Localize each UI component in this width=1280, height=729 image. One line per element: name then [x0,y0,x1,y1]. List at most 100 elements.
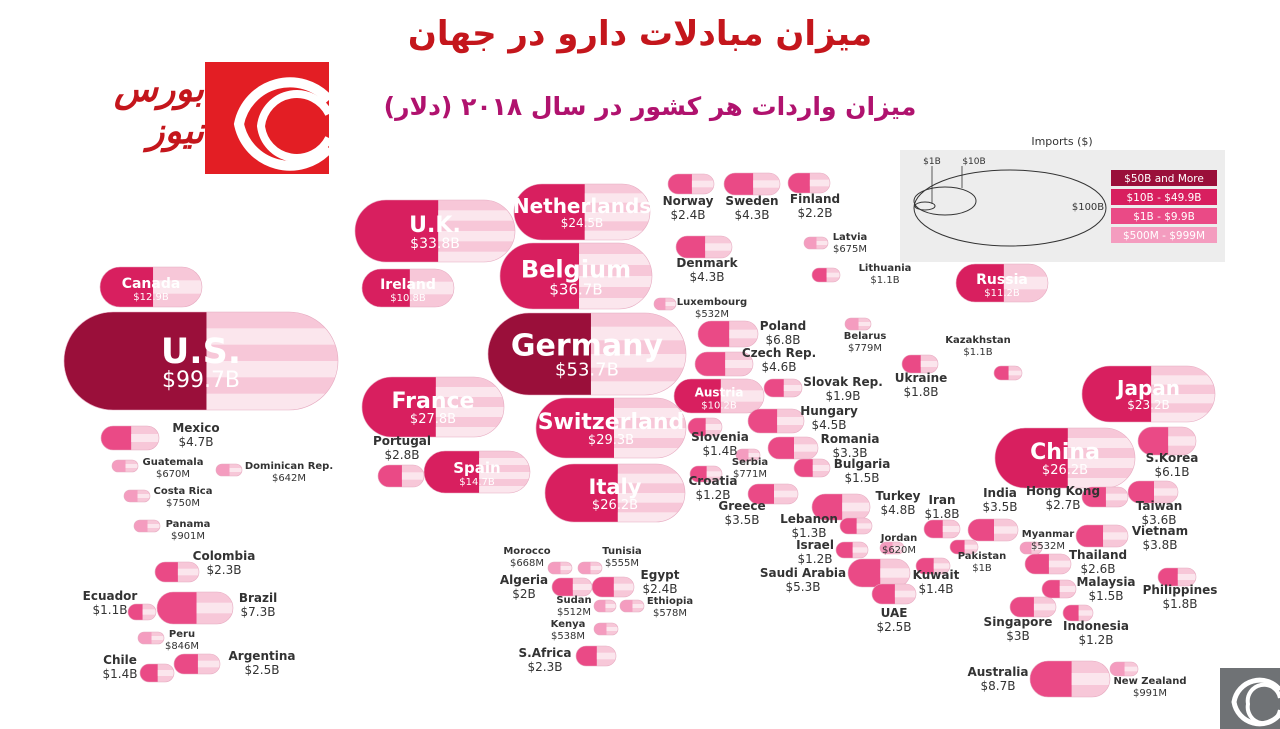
pill-hong-kong [1081,486,1129,508]
pill-japan [1081,365,1216,423]
pill-fill-kazakhstan [994,366,1009,380]
legend-tier-4: $500M - $999M [1123,230,1205,242]
value-dominican-rep: $642M [272,473,306,484]
label-uae: UAE [881,606,908,620]
pill-dominican-rep [215,463,243,477]
pill-peru [137,631,165,645]
pill-fill-latvia [804,237,817,249]
label-thailand: Thailand [1069,548,1127,562]
pill-fill-israel [836,542,853,558]
value-belarus: $779M [848,343,882,354]
pill-fill-u-s [64,312,207,410]
label-brazil: Brazil [239,591,277,605]
pill-fill-jordan [880,542,893,554]
label-s-korea: S.Korea [1146,451,1199,465]
value-ukraine: $1.8B [904,385,939,399]
page-subtitle: میزان واردات هر کشور در سال ۲۰۱۸ (دلار) [383,92,917,121]
value-lebanon: $1.3B [792,526,827,540]
pill-fill-switzerland [536,398,614,458]
label-netherlands: Netherlands [513,194,651,218]
label-japan: Japan [1115,376,1180,400]
value-australia: $8.7B [981,679,1016,693]
value-finland: $2.2B [798,206,833,220]
value-uae: $2.5B [877,620,912,634]
label-costa-rica: Costa Rica [154,486,213,497]
pill-fill-luxembourg [654,298,666,310]
label-portugal: Portugal [373,434,431,448]
value-portugal: $2.8B [385,448,420,462]
value-colombia: $2.3B [207,563,242,577]
pill-fill-sudan [594,600,606,612]
label-morocco: Morocco [503,546,550,557]
value-mexico: $4.7B [179,435,214,449]
legend-size-10b: $10B [962,157,985,167]
label-ethiopia: Ethiopia [647,596,693,607]
label-panama: Panama [166,519,211,530]
label-ireland: Ireland [380,277,436,293]
value-japan: $23.2B [1127,398,1170,412]
pill-fill-s-africa [576,646,597,666]
value-brazil: $7.3B [241,605,276,619]
pill-germany [487,312,687,396]
pill-latvia [803,236,829,250]
pill-singapore [1009,596,1057,618]
pill-fill-hungary [748,409,778,433]
value-guatemala: $670M [156,469,190,480]
pill-kazakhstan [993,365,1023,381]
value-turkey: $4.8B [881,503,916,517]
label-ecuador: Ecuador [83,589,138,603]
pill-kuwait [915,557,951,575]
value-chile: $1.4B [103,667,138,681]
pill-fill-slovak-rep [764,379,784,397]
value-romania: $3.3B [833,446,868,460]
label-u-k: U.K. [409,213,461,238]
pill-denmark [675,235,733,259]
value-peru: $846M [165,641,199,652]
country-labels: U.S.$99.7B Germany$53.7B Belgium$36.7B U.K.… [83,192,1218,699]
pill-fill-finland [788,173,810,193]
label-lithuania: Lithuania [859,263,912,274]
pill-fill-uae [872,584,895,604]
label-kenya: Kenya [551,619,586,630]
pill-italy [544,463,686,523]
pill-fill-kenya [594,623,607,635]
label-australia: Australia [967,665,1028,679]
pill-lebanon [839,517,873,535]
pill-turkey [811,493,871,521]
pill-fill-japan [1082,366,1152,422]
value-saudi-arabia: $5.3B [786,580,821,594]
label-ukraine: Ukraine [895,371,948,385]
pill-sudan [593,599,617,613]
pill-switzerland [535,397,687,459]
pill-s-africa [575,645,617,667]
value-s-africa: $2.3B [528,660,563,674]
pill-portugal [377,464,425,488]
value-tunisia: $555M [605,558,639,569]
pill-fill-greece [748,484,774,504]
value-vietnam: $3.8B [1143,538,1178,552]
pill-fill-norway [668,174,692,194]
pill-israel [835,541,869,559]
value-new-zealand: $991M [1133,688,1167,699]
legend-tier-1: $50B and More [1124,173,1204,185]
country-pills [63,172,1216,698]
value-ireland: $10.8B [390,293,426,304]
value-poland: $6.8B [766,333,801,347]
pill-slovak-rep [763,378,803,398]
label-dominican-rep: Dominican Rep. [245,461,333,472]
pill-tunisia [577,561,603,575]
label-austria: Austria [695,386,744,400]
label-belarus: Belarus [844,331,887,342]
value-canada: $12.9B [133,292,169,303]
label-slovak-rep: Slovak Rep. [803,375,883,389]
pill-kenya [593,622,619,636]
value-hong-kong: $2.7B [1046,498,1081,512]
pill-india [967,518,1019,542]
pill-fill-bulgaria [794,459,813,477]
pill-fill-austria [674,379,721,413]
pill-fill-sweden [724,173,754,195]
label-tunisia: Tunisia [602,546,642,557]
pill-fill-italy [545,464,618,522]
value-algeria: $2B [512,587,536,601]
